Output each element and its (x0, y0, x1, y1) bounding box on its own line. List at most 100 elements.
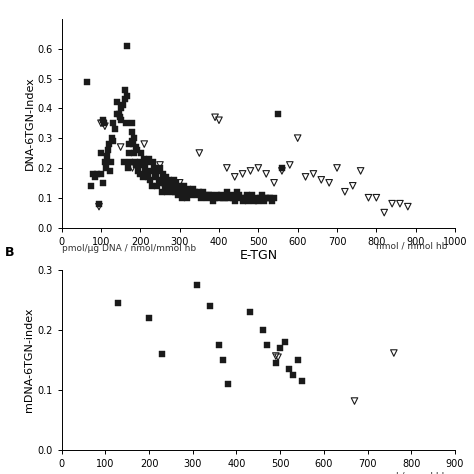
Point (181, 182, 188, 190)
Point (251, 197, 258, 204)
Point (97, 119, 105, 127)
Point (128, 128, 136, 136)
Text: B: B (5, 246, 14, 259)
Point (101, 122, 109, 130)
Point (223, 164, 231, 172)
Point (115, 110, 122, 118)
Point (193, 191, 201, 199)
Point (148, 182, 156, 190)
Point (184, 185, 191, 192)
Point (276, 345, 284, 352)
Point (142, 170, 150, 178)
Point (272, 359, 280, 367)
Point (333, 164, 341, 172)
Point (162, 173, 170, 181)
Point (225, 194, 233, 201)
Point (215, 341, 223, 349)
Text: nmol / mmol hb: nmol / mmol hb (376, 472, 447, 474)
Point (117, 117, 124, 124)
Point (172, 185, 180, 192)
Point (258, 191, 266, 199)
Point (231, 197, 238, 204)
Point (176, 182, 183, 190)
Point (263, 170, 270, 178)
Point (156, 164, 164, 172)
Point (373, 194, 380, 201)
Point (163, 188, 171, 196)
Point (404, 203, 411, 210)
Point (152, 170, 160, 178)
Point (246, 167, 254, 175)
Y-axis label: mDNA-6TGN-index: mDNA-6TGN-index (25, 308, 35, 412)
Point (152, 173, 159, 181)
Point (302, 173, 310, 181)
Point (128, 164, 136, 172)
Point (381, 209, 388, 217)
Point (219, 194, 227, 201)
Point (89, 170, 97, 178)
Point (195, 149, 203, 157)
Point (182, 188, 189, 196)
Point (137, 149, 145, 157)
Point (223, 188, 231, 196)
Point (131, 134, 138, 142)
Point (108, 134, 116, 142)
Point (201, 191, 209, 199)
Point (249, 191, 256, 199)
Point (159, 170, 167, 178)
Point (176, 179, 183, 187)
Point (125, 149, 132, 157)
Point (118, 105, 125, 112)
Point (140, 155, 148, 163)
Point (233, 188, 240, 196)
Text: pmol/μg DNA / nmol/mmol hb: pmol/μg DNA / nmol/mmol hb (62, 244, 196, 253)
Point (164, 182, 172, 190)
Point (263, 194, 270, 201)
Point (341, 188, 349, 196)
Point (210, 197, 217, 204)
Point (121, 96, 128, 103)
Point (235, 191, 242, 199)
Point (119, 101, 127, 109)
Point (193, 282, 201, 289)
Point (268, 197, 276, 204)
Point (264, 194, 272, 201)
Point (136, 170, 143, 178)
Point (351, 397, 358, 405)
Point (200, 188, 207, 196)
Point (106, 167, 113, 175)
Point (121, 87, 129, 94)
Point (396, 200, 404, 208)
Point (325, 179, 333, 187)
Point (141, 164, 149, 172)
Point (160, 179, 168, 187)
Point (266, 194, 274, 201)
Point (91, 173, 99, 181)
Point (290, 372, 297, 379)
Point (221, 194, 228, 201)
Point (215, 194, 223, 201)
Point (229, 194, 237, 201)
Point (140, 140, 148, 148)
Point (178, 194, 185, 201)
Point (205, 191, 213, 199)
Point (188, 191, 195, 199)
Point (128, 119, 136, 127)
Point (270, 194, 278, 201)
Point (365, 194, 372, 201)
Point (231, 173, 238, 181)
Point (138, 161, 146, 169)
Point (177, 188, 184, 196)
Point (156, 161, 164, 169)
Point (130, 149, 137, 157)
Point (239, 170, 246, 178)
Point (166, 179, 173, 187)
Point (155, 179, 163, 187)
Point (207, 302, 214, 310)
Point (170, 176, 178, 183)
Point (255, 164, 262, 172)
Point (167, 185, 175, 192)
Point (245, 197, 252, 204)
Point (103, 152, 110, 160)
Point (294, 356, 301, 364)
